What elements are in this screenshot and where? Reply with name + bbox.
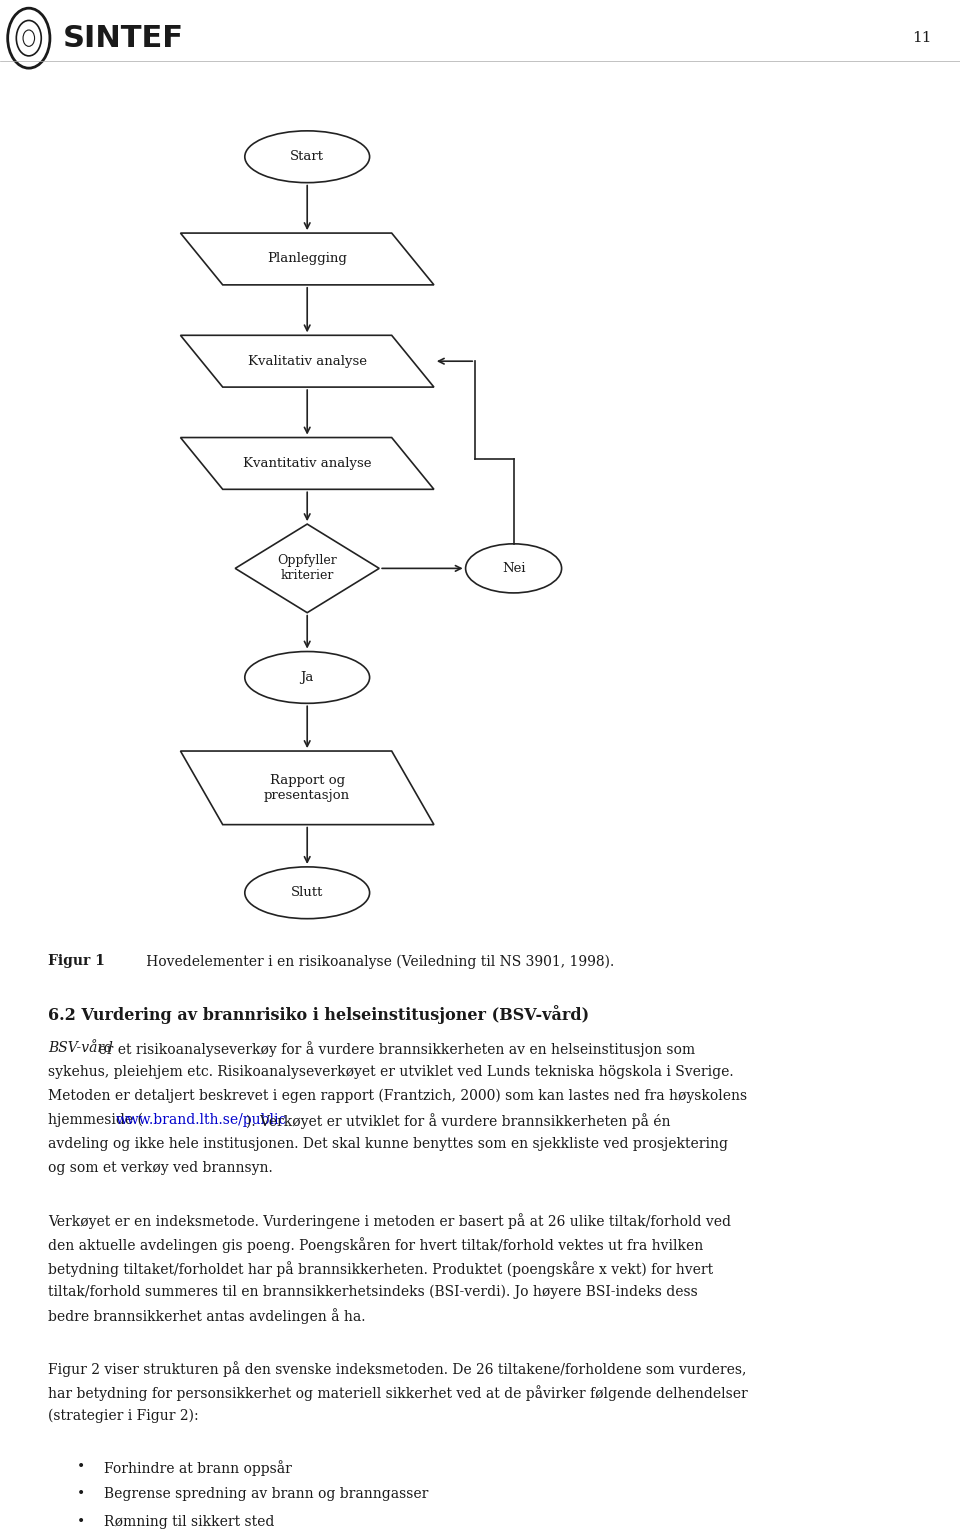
Text: •: •	[77, 1460, 85, 1474]
Text: hjemmeside (: hjemmeside (	[48, 1112, 143, 1128]
Text: Begrense spredning av brann og branngasser: Begrense spredning av brann og branngass…	[104, 1488, 428, 1501]
Text: den aktuelle avdelingen gis poeng. Poengskåren for hvert tiltak/forhold vektes u: den aktuelle avdelingen gis poeng. Poeng…	[48, 1236, 704, 1253]
Text: 11: 11	[912, 31, 931, 46]
Text: tiltak/forhold summeres til en brannsikkerhetsindeks (BSI-verdi). Jo høyere BSI-: tiltak/forhold summeres til en brannsikk…	[48, 1285, 698, 1299]
Text: Figur 2 viser strukturen på den svenske indeksmetoden. De 26 tiltakene/forholden: Figur 2 viser strukturen på den svenske …	[48, 1360, 746, 1377]
Text: Ja: Ja	[300, 671, 314, 683]
Text: Rømning til sikkert sted: Rømning til sikkert sted	[104, 1515, 274, 1529]
Text: www.brand.lth.se/public: www.brand.lth.se/public	[116, 1112, 287, 1128]
Text: Rapport og
presentasjon: Rapport og presentasjon	[264, 774, 350, 801]
Text: (strategier i Figur 2):: (strategier i Figur 2):	[48, 1409, 199, 1423]
Text: avdeling og ikke hele institusjonen. Det skal kunne benyttes som en sjekkliste v: avdeling og ikke hele institusjonen. Det…	[48, 1137, 728, 1151]
Text: •: •	[77, 1515, 85, 1529]
Text: Verkøyet er en indeksmetode. Vurderingene i metoden er basert på at 26 ulike til: Verkøyet er en indeksmetode. Vurderingen…	[48, 1213, 731, 1229]
Text: betydning tiltaket/forholdet har på brannsikkerheten. Produktet (poengskåre x ve: betydning tiltaket/forholdet har på bran…	[48, 1261, 713, 1276]
Text: Slutt: Slutt	[291, 887, 324, 899]
Text: har betydning for personsikkerhet og materiell sikkerhet ved at de påvirker følg: har betydning for personsikkerhet og mat…	[48, 1385, 748, 1400]
Text: Planlegging: Planlegging	[267, 253, 348, 265]
Text: Start: Start	[290, 150, 324, 164]
Text: SINTEF: SINTEF	[62, 23, 183, 52]
Text: 6.2 Vurdering av brannrisiko i helseinstitusjoner (BSV-vård): 6.2 Vurdering av brannrisiko i helseinst…	[48, 1005, 589, 1023]
Text: og som et verkøy ved brannsyn.: og som et verkøy ved brannsyn.	[48, 1161, 273, 1175]
Text: •: •	[77, 1488, 85, 1501]
Text: Figur 1: Figur 1	[48, 954, 105, 968]
Text: sykehus, pleiehjem etc. Risikoanalyseverkøyet er utviklet ved Lunds tekniska hög: sykehus, pleiehjem etc. Risikoanalysever…	[48, 1065, 733, 1079]
Text: Hovedelementer i en risikoanalyse (Veiledning til NS 3901, 1998).: Hovedelementer i en risikoanalyse (Veile…	[120, 954, 614, 968]
Text: er et risikoanalyseverkøy for å vurdere brannsikkerheten av en helseinstitusjon : er et risikoanalyseverkøy for å vurdere …	[94, 1042, 695, 1057]
Text: Forhindre at brann oppsår: Forhindre at brann oppsår	[104, 1460, 292, 1475]
Text: Nei: Nei	[502, 562, 525, 574]
Text: Kvalitativ analyse: Kvalitativ analyse	[248, 355, 367, 368]
Text: Kvantitativ analyse: Kvantitativ analyse	[243, 457, 372, 470]
Text: Oppfyller
kriterier: Oppfyller kriterier	[277, 555, 337, 582]
Text: ). Verkøyet er utviklet for å vurdere brannsikkerheten på én: ). Verkøyet er utviklet for å vurdere br…	[246, 1112, 670, 1129]
Text: bedre brannsikkerhet antas avdelingen å ha.: bedre brannsikkerhet antas avdelingen å …	[48, 1308, 366, 1324]
Text: BSV-vård: BSV-vård	[48, 1042, 113, 1056]
Text: Metoden er detaljert beskrevet i egen rapport (Frantzich, 2000) som kan lastes n: Metoden er detaljert beskrevet i egen ra…	[48, 1089, 747, 1103]
